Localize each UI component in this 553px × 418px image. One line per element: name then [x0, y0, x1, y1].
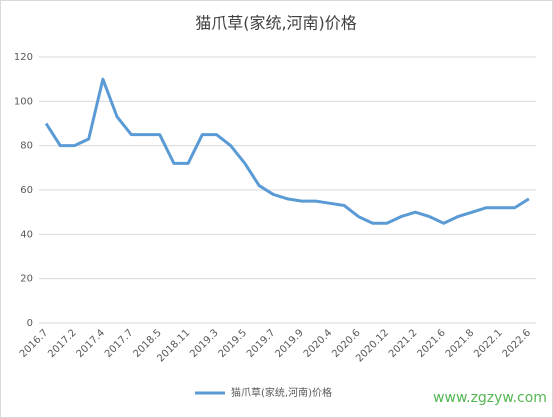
line: [44, 77, 530, 225]
y-tick-label: 100: [14, 96, 33, 107]
y-tick-label: 120: [14, 52, 33, 63]
legend-label: 猫爪草(家统,河南)价格: [231, 386, 332, 399]
chart-title: 猫爪草(家统,河南)价格: [195, 14, 357, 33]
y-tick-label: 40: [20, 229, 33, 240]
y-tick-label: 80: [20, 141, 33, 152]
y-tick-label: 0: [27, 318, 33, 329]
watermark: www.zgzyw.com: [433, 390, 547, 406]
y-tick-label: 20: [20, 274, 33, 285]
y-tick-label: 60: [20, 185, 33, 196]
